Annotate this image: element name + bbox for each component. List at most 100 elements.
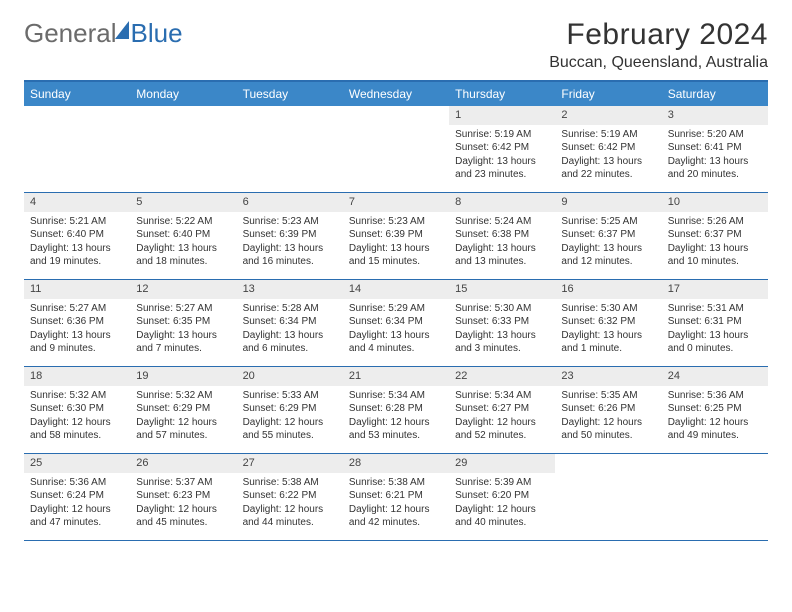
weekday-header: Saturday (662, 82, 768, 106)
sunset-text: Sunset: 6:33 PM (455, 315, 549, 329)
logo: General Blue (24, 18, 183, 49)
sunrise-text: Sunrise: 5:31 AM (668, 302, 762, 316)
sunrise-text: Sunrise: 5:34 AM (455, 389, 549, 403)
sunrise-text: Sunrise: 5:27 AM (30, 302, 124, 316)
day-cell: 26Sunrise: 5:37 AMSunset: 6:23 PMDayligh… (130, 454, 236, 540)
day-body: Sunrise: 5:26 AMSunset: 6:37 PMDaylight:… (662, 212, 768, 275)
sunrise-text: Sunrise: 5:30 AM (561, 302, 655, 316)
daylight-text: and 49 minutes. (668, 429, 762, 443)
day-body: Sunrise: 5:29 AMSunset: 6:34 PMDaylight:… (343, 299, 449, 362)
week-row: 1Sunrise: 5:19 AMSunset: 6:42 PMDaylight… (24, 106, 768, 193)
day-body: Sunrise: 5:31 AMSunset: 6:31 PMDaylight:… (662, 299, 768, 362)
day-cell: 21Sunrise: 5:34 AMSunset: 6:28 PMDayligh… (343, 367, 449, 453)
day-cell: 3Sunrise: 5:20 AMSunset: 6:41 PMDaylight… (662, 106, 768, 192)
sunrise-text: Sunrise: 5:21 AM (30, 215, 124, 229)
day-body: Sunrise: 5:34 AMSunset: 6:28 PMDaylight:… (343, 386, 449, 449)
location: Buccan, Queensland, Australia (549, 54, 768, 72)
day-cell: 9Sunrise: 5:25 AMSunset: 6:37 PMDaylight… (555, 193, 661, 279)
sunrise-text: Sunrise: 5:32 AM (136, 389, 230, 403)
daylight-text: and 23 minutes. (455, 168, 549, 182)
daylight-text: Daylight: 12 hours (455, 503, 549, 517)
day-cell (662, 454, 768, 540)
day-cell: 8Sunrise: 5:24 AMSunset: 6:38 PMDaylight… (449, 193, 555, 279)
day-body: Sunrise: 5:37 AMSunset: 6:23 PMDaylight:… (130, 473, 236, 536)
logo-triangle-icon (115, 21, 129, 39)
logo-text-gray: General (24, 18, 117, 49)
weekday-header: Thursday (449, 82, 555, 106)
day-number: 10 (662, 193, 768, 212)
sunrise-text: Sunrise: 5:32 AM (30, 389, 124, 403)
day-body: Sunrise: 5:19 AMSunset: 6:42 PMDaylight:… (449, 125, 555, 188)
daylight-text: and 47 minutes. (30, 516, 124, 530)
sunrise-text: Sunrise: 5:39 AM (455, 476, 549, 490)
daylight-text: and 12 minutes. (561, 255, 655, 269)
month-title: February 2024 (549, 18, 768, 52)
daylight-text: Daylight: 13 hours (455, 329, 549, 343)
day-body: Sunrise: 5:23 AMSunset: 6:39 PMDaylight:… (343, 212, 449, 275)
daylight-text: Daylight: 13 hours (668, 329, 762, 343)
day-body: Sunrise: 5:32 AMSunset: 6:29 PMDaylight:… (130, 386, 236, 449)
week-row: 11Sunrise: 5:27 AMSunset: 6:36 PMDayligh… (24, 280, 768, 367)
daylight-text: and 3 minutes. (455, 342, 549, 356)
day-cell: 16Sunrise: 5:30 AMSunset: 6:32 PMDayligh… (555, 280, 661, 366)
day-cell: 18Sunrise: 5:32 AMSunset: 6:30 PMDayligh… (24, 367, 130, 453)
sunrise-text: Sunrise: 5:19 AM (561, 128, 655, 142)
sunrise-text: Sunrise: 5:28 AM (243, 302, 337, 316)
daylight-text: Daylight: 12 hours (668, 416, 762, 430)
day-cell (237, 106, 343, 192)
weekday-header: Monday (130, 82, 236, 106)
title-block: February 2024 Buccan, Queensland, Austra… (549, 18, 768, 72)
day-body: Sunrise: 5:35 AMSunset: 6:26 PMDaylight:… (555, 386, 661, 449)
day-body: Sunrise: 5:19 AMSunset: 6:42 PMDaylight:… (555, 125, 661, 188)
day-number: 4 (24, 193, 130, 212)
day-body: Sunrise: 5:27 AMSunset: 6:36 PMDaylight:… (24, 299, 130, 362)
calendar: Sunday Monday Tuesday Wednesday Thursday… (24, 80, 768, 541)
daylight-text: and 19 minutes. (30, 255, 124, 269)
sunrise-text: Sunrise: 5:24 AM (455, 215, 549, 229)
daylight-text: and 0 minutes. (668, 342, 762, 356)
day-body: Sunrise: 5:30 AMSunset: 6:33 PMDaylight:… (449, 299, 555, 362)
day-number: 13 (237, 280, 343, 299)
daylight-text: and 52 minutes. (455, 429, 549, 443)
daylight-text: Daylight: 13 hours (349, 242, 443, 256)
day-cell: 14Sunrise: 5:29 AMSunset: 6:34 PMDayligh… (343, 280, 449, 366)
daylight-text: Daylight: 12 hours (30, 416, 124, 430)
day-number: 11 (24, 280, 130, 299)
daylight-text: Daylight: 13 hours (561, 329, 655, 343)
day-number: 25 (24, 454, 130, 473)
daylight-text: Daylight: 13 hours (30, 242, 124, 256)
day-cell: 28Sunrise: 5:38 AMSunset: 6:21 PMDayligh… (343, 454, 449, 540)
sunrise-text: Sunrise: 5:20 AM (668, 128, 762, 142)
day-number: 28 (343, 454, 449, 473)
sunrise-text: Sunrise: 5:25 AM (561, 215, 655, 229)
day-cell (130, 106, 236, 192)
day-cell: 25Sunrise: 5:36 AMSunset: 6:24 PMDayligh… (24, 454, 130, 540)
daylight-text: Daylight: 12 hours (136, 503, 230, 517)
sunset-text: Sunset: 6:36 PM (30, 315, 124, 329)
weekday-header: Sunday (24, 82, 130, 106)
daylight-text: and 7 minutes. (136, 342, 230, 356)
day-number: 6 (237, 193, 343, 212)
day-body: Sunrise: 5:28 AMSunset: 6:34 PMDaylight:… (237, 299, 343, 362)
day-number: 15 (449, 280, 555, 299)
daylight-text: and 15 minutes. (349, 255, 443, 269)
sunset-text: Sunset: 6:24 PM (30, 489, 124, 503)
day-number: 29 (449, 454, 555, 473)
sunset-text: Sunset: 6:41 PM (668, 141, 762, 155)
sunset-text: Sunset: 6:28 PM (349, 402, 443, 416)
sunset-text: Sunset: 6:39 PM (243, 228, 337, 242)
sunset-text: Sunset: 6:34 PM (243, 315, 337, 329)
day-body: Sunrise: 5:30 AMSunset: 6:32 PMDaylight:… (555, 299, 661, 362)
sunset-text: Sunset: 6:22 PM (243, 489, 337, 503)
day-number: 1 (449, 106, 555, 125)
day-cell (343, 106, 449, 192)
day-cell: 13Sunrise: 5:28 AMSunset: 6:34 PMDayligh… (237, 280, 343, 366)
sunrise-text: Sunrise: 5:23 AM (243, 215, 337, 229)
sunset-text: Sunset: 6:27 PM (455, 402, 549, 416)
day-cell: 17Sunrise: 5:31 AMSunset: 6:31 PMDayligh… (662, 280, 768, 366)
day-body: Sunrise: 5:25 AMSunset: 6:37 PMDaylight:… (555, 212, 661, 275)
sunset-text: Sunset: 6:26 PM (561, 402, 655, 416)
day-number: 22 (449, 367, 555, 386)
sunset-text: Sunset: 6:32 PM (561, 315, 655, 329)
day-number: 27 (237, 454, 343, 473)
